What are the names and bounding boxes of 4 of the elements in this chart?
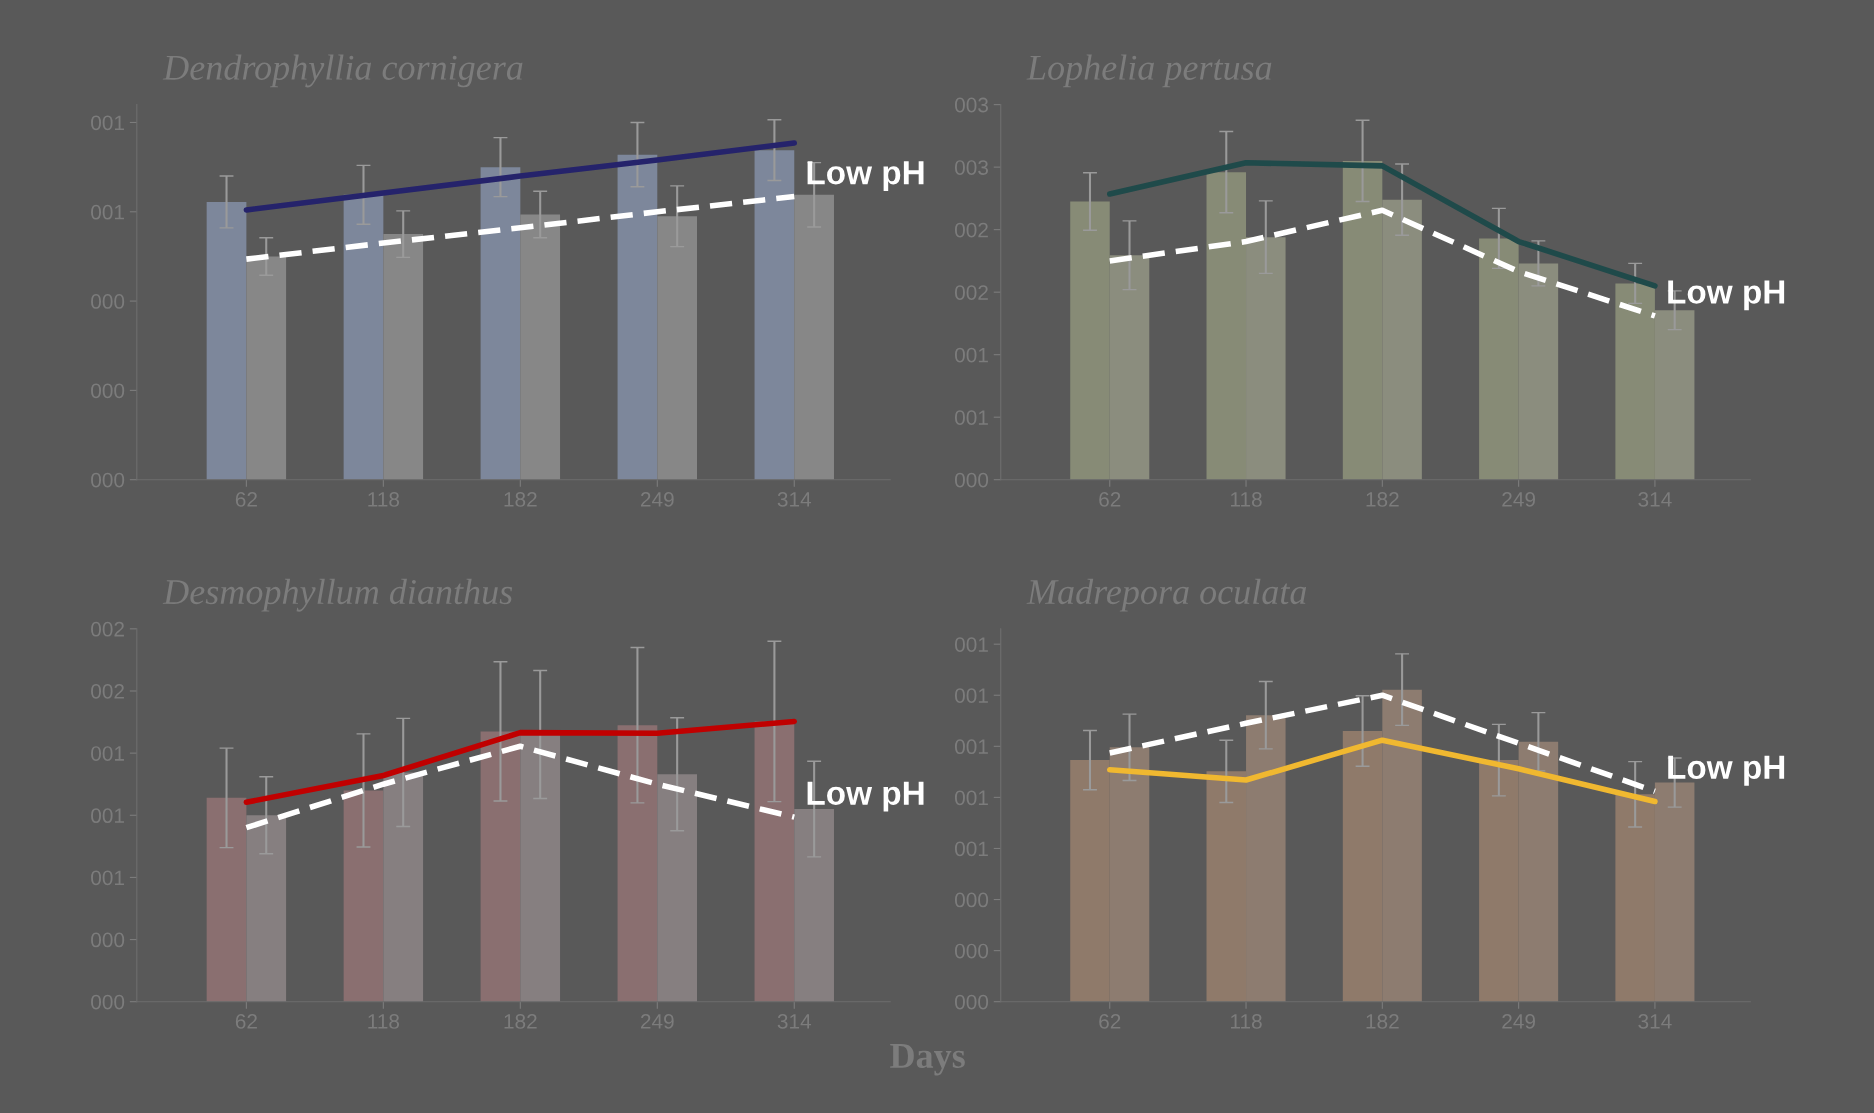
- series-label: Low pH: [1668, 755, 1785, 786]
- series-label: Low pH: [807, 781, 924, 812]
- series-label: Low pH: [1668, 280, 1785, 311]
- series-label: Low pH: [807, 161, 924, 192]
